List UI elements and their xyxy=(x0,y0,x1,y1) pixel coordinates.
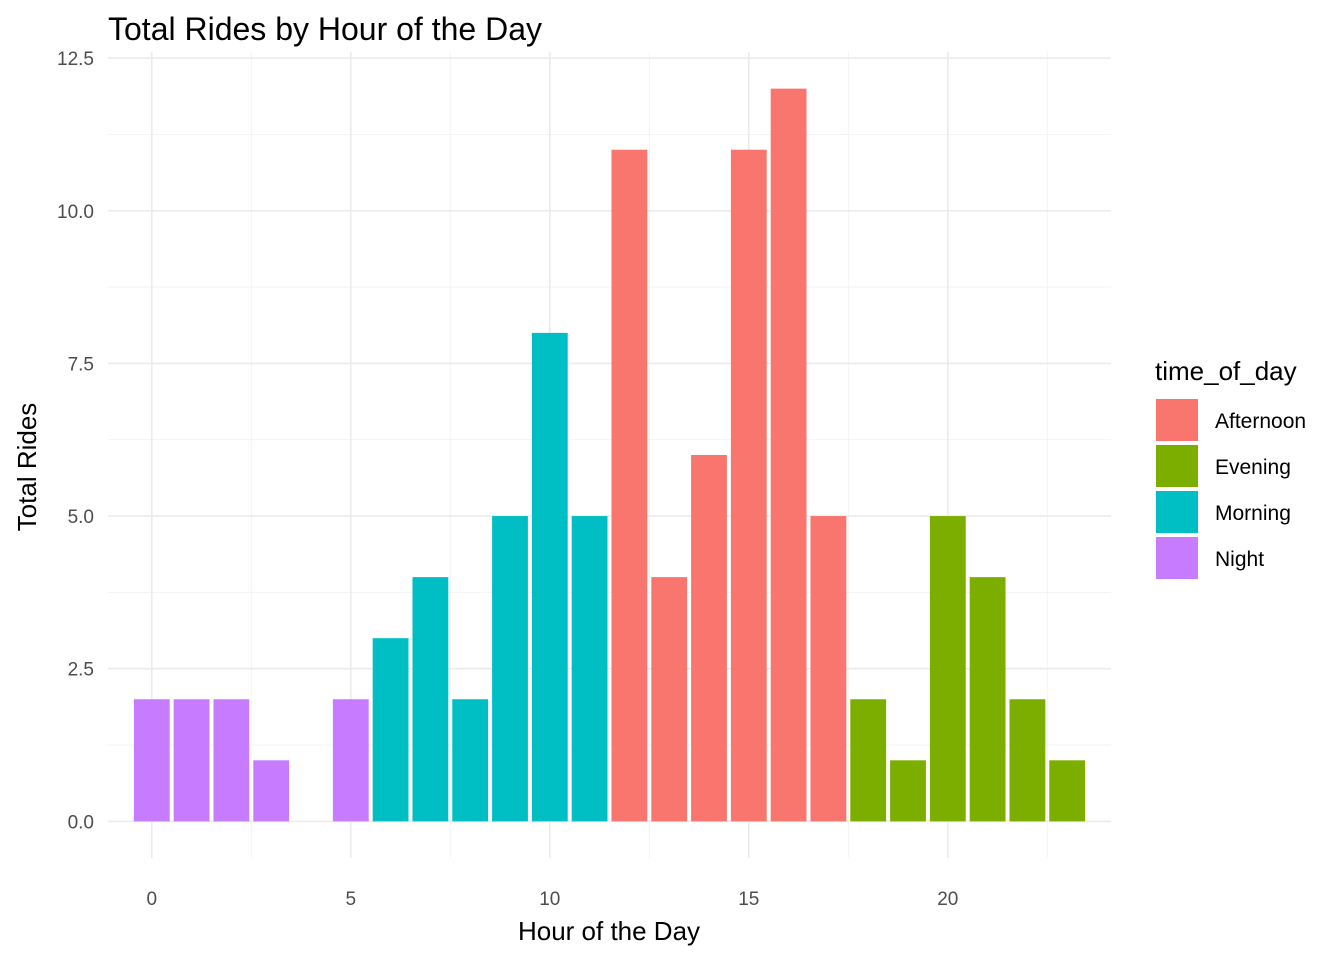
bar-hour-14 xyxy=(691,455,727,822)
y-tick-label: 5.0 xyxy=(68,507,94,528)
bar-hour-6 xyxy=(372,638,409,822)
bar-hour-19 xyxy=(890,760,926,822)
y-axis-title: Total Rides xyxy=(12,403,42,532)
legend-label-night: Night xyxy=(1215,548,1264,571)
x-axis-title: Hour of the Day xyxy=(518,916,700,946)
legend-label-afternoon: Afternoon xyxy=(1215,410,1306,433)
bar-hour-15 xyxy=(730,149,767,822)
bar-hour-3 xyxy=(253,760,290,822)
x-tick-label: 10 xyxy=(539,889,560,910)
bar-hour-20 xyxy=(929,516,966,822)
x-tick-label: 0 xyxy=(146,889,157,910)
bar-hour-1 xyxy=(173,699,210,822)
x-tick-label: 5 xyxy=(346,889,357,910)
bar-hour-5 xyxy=(332,699,369,822)
bar-hour-7 xyxy=(412,577,449,822)
bar-hour-18 xyxy=(850,699,887,822)
x-tick-label: 15 xyxy=(738,889,759,910)
y-tick-label: 2.5 xyxy=(68,660,94,681)
legend-swatch-night xyxy=(1156,537,1198,579)
bar-hour-0 xyxy=(133,699,170,822)
bar-hour-2 xyxy=(213,699,250,822)
bar-hour-23 xyxy=(1049,760,1086,822)
legend-swatch-evening xyxy=(1156,445,1198,487)
y-axis-ticks: 0.0 2.5 5.0 7.5 10.0 12.5 xyxy=(57,49,94,833)
legend-label-morning: Morning xyxy=(1215,502,1291,525)
bar-hour-22 xyxy=(1009,699,1046,822)
bar-hour-16 xyxy=(770,88,807,822)
bar-hour-21 xyxy=(969,577,1006,822)
y-tick-label: 7.5 xyxy=(68,354,94,375)
legend-title: time_of_day xyxy=(1155,356,1297,386)
x-tick-label: 20 xyxy=(937,889,958,910)
x-axis-ticks: 0 5 10 15 20 xyxy=(146,889,958,910)
bar-hour-13 xyxy=(651,577,688,822)
bar-hour-12 xyxy=(611,149,648,822)
bar-series xyxy=(133,88,1086,822)
legend: time_of_day Afternoon Evening Morning Night xyxy=(1155,356,1306,579)
bar-hour-11 xyxy=(571,516,608,822)
y-tick-label: 0.0 xyxy=(68,812,94,833)
legend-swatch-afternoon xyxy=(1156,399,1198,441)
bar-hour-17 xyxy=(810,516,847,822)
bar-hour-9 xyxy=(492,516,528,822)
bar-hour-8 xyxy=(452,699,489,822)
chart-title: Total Rides by Hour of the Day xyxy=(108,11,542,47)
legend-label-evening: Evening xyxy=(1215,456,1291,479)
y-tick-label: 10.0 xyxy=(57,202,94,223)
y-tick-label: 12.5 xyxy=(57,49,94,70)
bar-hour-10 xyxy=(531,332,568,822)
legend-swatch-morning xyxy=(1156,491,1198,533)
